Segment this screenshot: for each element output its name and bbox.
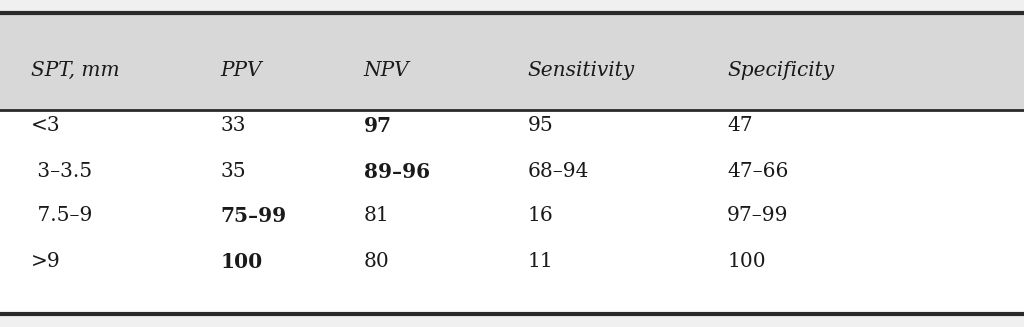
Text: >9: >9: [31, 252, 60, 271]
Text: 7.5–9: 7.5–9: [31, 206, 92, 225]
Text: 95: 95: [527, 116, 553, 135]
Text: 80: 80: [364, 252, 389, 271]
Text: 68–94: 68–94: [527, 162, 589, 181]
Text: 3–3.5: 3–3.5: [31, 162, 92, 181]
Text: 97: 97: [364, 116, 391, 136]
Text: 100: 100: [727, 252, 766, 271]
Text: 35: 35: [220, 162, 246, 181]
FancyBboxPatch shape: [0, 110, 1024, 314]
Text: 11: 11: [527, 252, 553, 271]
Text: 89–96: 89–96: [364, 162, 430, 182]
Text: 100: 100: [220, 251, 262, 272]
Text: Sensitivity: Sensitivity: [527, 61, 635, 80]
Text: NPV: NPV: [364, 61, 410, 80]
Text: 75–99: 75–99: [220, 206, 287, 226]
Text: 16: 16: [527, 206, 553, 225]
Text: SPT, mm: SPT, mm: [31, 61, 120, 80]
FancyBboxPatch shape: [0, 13, 1024, 110]
Text: PPV: PPV: [220, 61, 262, 80]
Text: 47: 47: [727, 116, 753, 135]
Text: 81: 81: [364, 206, 389, 225]
Text: Specificity: Specificity: [727, 61, 835, 80]
Text: 47–66: 47–66: [727, 162, 788, 181]
Text: 97–99: 97–99: [727, 206, 788, 225]
Text: <3: <3: [31, 116, 60, 135]
Text: 33: 33: [220, 116, 246, 135]
